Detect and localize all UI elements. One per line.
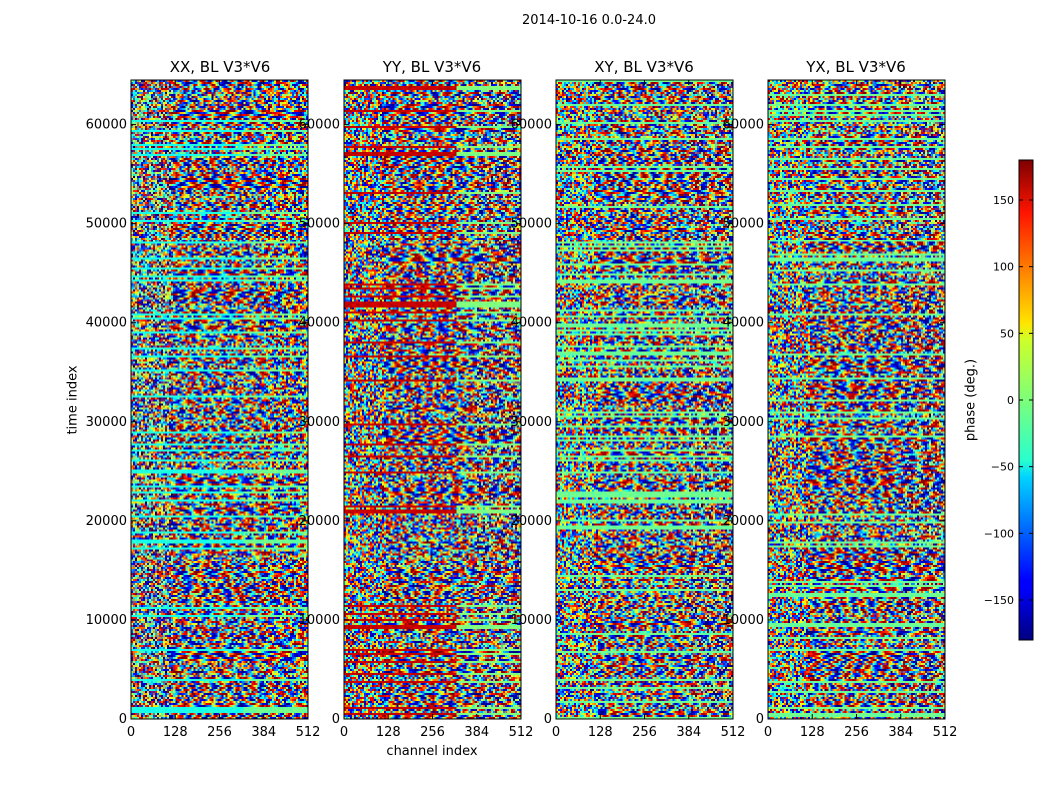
y-tick-label: 60000 <box>299 118 340 133</box>
y-tick-label: 60000 <box>511 118 552 133</box>
x-tick-label: 256 <box>844 725 869 740</box>
y-tick-label: 10000 <box>723 613 764 628</box>
x-tick-label: 384 <box>251 725 276 740</box>
y-tick-label: 20000 <box>86 514 127 529</box>
panel-title-yy: YY, BL V3*V6 <box>382 58 482 76</box>
y-tick-label: 0 <box>119 712 127 727</box>
y-tick-label: 0 <box>756 712 764 727</box>
y-tick-label: 30000 <box>511 415 552 430</box>
x-tick-label: 384 <box>888 725 913 740</box>
y-tick-label: 50000 <box>511 217 552 232</box>
y-tick-label: 60000 <box>86 118 127 133</box>
heatmap-image-2 <box>556 80 733 719</box>
y-tick-label: 60000 <box>723 118 764 133</box>
y-tick-label: 0 <box>544 712 552 727</box>
y-tick-label: 50000 <box>299 217 340 232</box>
y-tick-label: 20000 <box>723 514 764 529</box>
y-tick-label: 20000 <box>299 514 340 529</box>
x-tick-label: 128 <box>376 725 401 740</box>
y-tick-label: 0 <box>332 712 340 727</box>
x-tick-label: 128 <box>800 725 825 740</box>
y-tick-label: 30000 <box>299 415 340 430</box>
y-tick-label: 40000 <box>86 316 127 331</box>
colorbar-tick-label: 50 <box>1000 327 1014 340</box>
x-tick-label: 0 <box>340 725 348 740</box>
y-tick-label: 10000 <box>511 613 552 628</box>
x-tick-label: 0 <box>764 725 772 740</box>
heatmap-image-0 <box>131 80 308 719</box>
x-tick-label: 256 <box>632 725 657 740</box>
y-tick-label: 50000 <box>723 217 764 232</box>
x-tick-label: 384 <box>464 725 489 740</box>
heatmap-panel-1: 0 128 256 384 512 0 10000 20000 30000 40000 50000 6… <box>299 79 534 740</box>
heatmap-image-1 <box>344 80 521 719</box>
colorbar-tick-label: −100 <box>984 527 1014 540</box>
x-axis-label: channel index <box>386 744 478 759</box>
heatmap-panel-0: 0 128 256 384 512 0 10000 20000 30000 40000 50000 6… <box>86 79 321 740</box>
x-tick-label: 128 <box>588 725 613 740</box>
y-tick-label: 30000 <box>723 415 764 430</box>
y-tick-label: 40000 <box>299 316 340 331</box>
y-tick-label: 10000 <box>299 613 340 628</box>
panel-title-xy: XY, BL V3*V6 <box>594 58 694 76</box>
x-tick-label: 0 <box>552 725 560 740</box>
x-tick-label: 512 <box>509 725 534 740</box>
y-tick-label: 20000 <box>511 514 552 529</box>
x-tick-label: 384 <box>676 725 701 740</box>
x-tick-label: 512 <box>721 725 746 740</box>
colorbar-tick-label: −50 <box>991 461 1014 474</box>
x-tick-label: 0 <box>127 725 135 740</box>
panel-title-xx: XX, BL V3*V6 <box>169 58 271 76</box>
panel-title-yx: YX, BL V3*V6 <box>806 58 906 76</box>
x-tick-label: 512 <box>296 725 321 740</box>
y-tick-label: 50000 <box>86 217 127 232</box>
colorbar-tick-label: −150 <box>984 594 1014 607</box>
x-tick-label: 512 <box>933 725 958 740</box>
y-tick-label: 30000 <box>86 415 127 430</box>
colorbar-tick-label: 100 <box>993 261 1014 274</box>
y-tick-label: 10000 <box>86 613 127 628</box>
colorbar-tick-label: 0 <box>1007 394 1014 407</box>
figure-title: 2014-10-16 0.0-24.0 <box>522 13 656 28</box>
y-tick-label: 40000 <box>511 316 552 331</box>
x-tick-label: 128 <box>163 725 188 740</box>
colorbar-tick-label: 150 <box>993 194 1014 207</box>
heatmap-panel-3: 0 128 256 384 512 0 10000 20000 30000 40000 50000 6… <box>723 79 958 740</box>
heatmap-image-3 <box>768 80 945 719</box>
x-tick-label: 256 <box>207 725 232 740</box>
x-tick-label: 256 <box>420 725 445 740</box>
y-tick-label: 40000 <box>723 316 764 331</box>
heatmap-panel-2: 0 128 256 384 512 0 10000 20000 30000 40000 50000 6… <box>511 79 746 740</box>
